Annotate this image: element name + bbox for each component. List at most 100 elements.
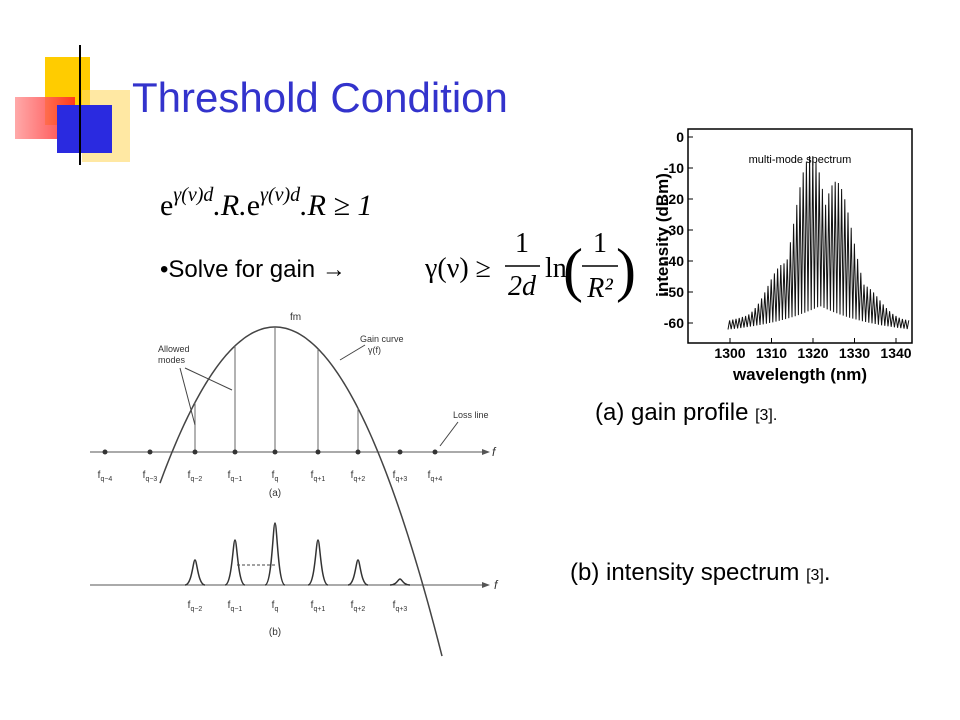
pointer — [439, 421, 459, 447]
y-axis-title: intensity (dBm) — [653, 173, 672, 297]
pointer — [179, 367, 196, 426]
mode-symbol: f — [428, 470, 431, 481]
axis-arrow — [482, 582, 490, 588]
mode-symbol: f — [272, 600, 275, 611]
mode-label: fq+2 — [351, 600, 366, 613]
y-tick-label: -50 — [664, 284, 684, 300]
mode-label: fq+3 — [393, 470, 408, 483]
intensity-peak — [389, 578, 411, 586]
mode-label: fq+1 — [311, 470, 326, 483]
mode-label: fq — [272, 600, 279, 613]
mode-label: fq — [272, 470, 279, 483]
x-tick-label: 1310 — [756, 345, 787, 361]
panel-label: (b) — [269, 627, 281, 638]
mode-subscript: q−3 — [145, 476, 157, 483]
mode-label: fq−2 — [188, 600, 203, 613]
peak-label-text: fm — [290, 312, 301, 323]
mode-symbol: f — [228, 470, 231, 481]
mode-subscript: q+2 — [353, 606, 365, 613]
mode-label: fq+2 — [351, 470, 366, 483]
equation: eγ(ν)d.R.eγ(ν)d.R ≥ 1 — [160, 184, 372, 222]
intensity-peak — [307, 539, 329, 586]
mode-symbol: f — [98, 470, 101, 481]
mode-symbol: f — [188, 600, 191, 611]
mode-dot — [397, 449, 403, 455]
mode-label: fq−2 — [188, 470, 203, 483]
gain-curve — [159, 326, 443, 657]
loss-label: Loss line — [453, 410, 489, 420]
equation-text: eγ(ν)d.R.eγ(ν)d.R ≥ 1 — [160, 184, 372, 222]
caption: (b) intensity spectrum [3]. — [570, 559, 831, 586]
mode-subscript: q+3 — [395, 606, 407, 613]
y-tick-label: -60 — [664, 315, 684, 331]
mode-dot — [147, 449, 153, 455]
gain-inequality: γ(ν) ≥ 1 2d ln ( 1 R² ) — [424, 228, 636, 304]
mode-label: fq−3 — [143, 470, 158, 483]
fraction-denominator: R² — [586, 273, 613, 304]
intensity-peak — [264, 522, 286, 586]
mode-subscript: q+4 — [430, 476, 442, 483]
mode-subscript: q+1 — [313, 606, 325, 613]
peak-label: fm — [290, 312, 301, 323]
mode-label: fq+3 — [393, 600, 408, 613]
mode-dot — [315, 449, 321, 455]
mode-label: fq+4 — [428, 470, 443, 483]
spectrum-trace — [727, 155, 910, 330]
bullet-text: •Solve for gain → — [160, 256, 346, 283]
mode-label: fq−4 — [98, 470, 113, 483]
axis-label: f — [494, 578, 499, 592]
y-tick-label: -10 — [664, 160, 684, 176]
mode-subscript: q−1 — [230, 606, 242, 613]
mode-symbol: f — [188, 470, 191, 481]
mode-symbol: f — [351, 470, 354, 481]
spectrum-figure: 0 -10 -20 -30 -40 -50 -60 1300 1310 1320 1330 1340 m… — [653, 128, 913, 384]
mode-subscript: q−2 — [190, 476, 202, 483]
mode-symbol: f — [311, 600, 314, 611]
mode-subscript: q+1 — [313, 476, 325, 483]
y-tick-label: -20 — [664, 191, 684, 207]
mode-dot — [272, 449, 278, 455]
decoration — [15, 45, 640, 165]
pointer — [184, 367, 233, 391]
mode-symbol: f — [393, 600, 396, 611]
gain-diagram: ffq−4 fq−3 fq−2 fq−1 fq fq+1 fq+2 fq+3 fq+4fmGai… — [90, 312, 499, 657]
modes-label: Allowed — [158, 344, 190, 354]
y-tick-label: 0 — [676, 129, 684, 145]
mode-symbol: f — [272, 470, 275, 481]
mode-dot — [232, 449, 238, 455]
mode-subscript: q+3 — [395, 476, 407, 483]
inequality-lhs: γ(ν) ≥ — [424, 253, 491, 284]
modes-label: modes — [158, 355, 186, 365]
mode-subscript: q−2 — [190, 606, 202, 613]
curve-label: Gain curve — [360, 334, 404, 344]
x-tick-label: 1340 — [880, 345, 911, 361]
mode-symbol: f — [143, 470, 146, 481]
mode-subscript: q−1 — [230, 476, 242, 483]
caption: (a) gain profile [3]. — [595, 399, 777, 426]
mode-dot — [355, 449, 361, 455]
mode-symbol: f — [228, 600, 231, 611]
curve-symbol: γ(f) — [368, 345, 381, 355]
mode-subscript: q+2 — [353, 476, 365, 483]
intensity-peak — [224, 539, 246, 586]
panel-label: (a) — [269, 488, 281, 499]
x-tick-label: 1300 — [714, 345, 745, 361]
x-tick-label: 1330 — [839, 345, 870, 361]
mode-dot — [432, 449, 438, 455]
ln-symbol: ln — [545, 253, 567, 284]
axis-arrow — [482, 449, 490, 455]
mode-dot — [192, 449, 198, 455]
mode-symbol: f — [311, 470, 314, 481]
paren-left: ( — [563, 237, 583, 303]
paren-right: ) — [616, 237, 636, 303]
intensity-peak — [184, 559, 206, 586]
mode-label: fq−1 — [228, 600, 243, 613]
fraction-numerator: 1 — [593, 228, 607, 259]
mode-dot — [102, 449, 108, 455]
intensity-peak — [347, 559, 369, 586]
axis-label: f — [492, 445, 497, 459]
mode-label: fq−1 — [228, 470, 243, 483]
slide-title: Threshold Condition — [132, 74, 508, 121]
x-tick-label: 1320 — [797, 345, 828, 361]
